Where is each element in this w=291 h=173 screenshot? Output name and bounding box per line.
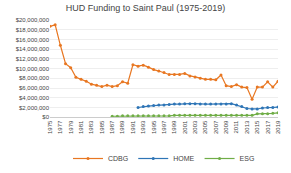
svg-text:HOME: HOME [173, 155, 194, 162]
svg-text:2015: 2015 [254, 120, 260, 134]
svg-text:2005: 2005 [202, 120, 208, 134]
svg-text:2001: 2001 [182, 120, 188, 134]
svg-text:2019: 2019 [275, 120, 281, 134]
svg-text:1987: 1987 [109, 120, 115, 134]
svg-text:1975: 1975 [47, 120, 53, 134]
svg-text:$14,000,000: $14,000,000 [16, 46, 50, 52]
svg-text:$12,000,000: $12,000,000 [16, 56, 50, 62]
svg-text:$20,000,000: $20,000,000 [16, 17, 50, 23]
svg-text:1993: 1993 [140, 120, 146, 134]
svg-text:$2,000,000: $2,000,000 [19, 105, 50, 111]
svg-text:2013: 2013 [244, 120, 250, 134]
svg-text:2007: 2007 [213, 120, 219, 134]
svg-text:$8,000,000: $8,000,000 [19, 75, 50, 81]
svg-text:2009: 2009 [223, 120, 229, 134]
svg-text:HUD Funding to Saint Paul (197: HUD Funding to Saint Paul (1975-2019) [66, 3, 226, 13]
svg-text:$16,000,000: $16,000,000 [16, 37, 50, 43]
svg-text:$0: $0 [42, 114, 49, 120]
svg-text:$6,000,000: $6,000,000 [19, 85, 50, 91]
svg-text:1981: 1981 [78, 120, 84, 134]
svg-text:$18,000,000: $18,000,000 [16, 27, 50, 33]
svg-text:ESG: ESG [240, 155, 255, 162]
svg-text:1977: 1977 [57, 120, 63, 134]
svg-text:2011: 2011 [234, 120, 240, 134]
svg-text:1989: 1989 [120, 120, 126, 134]
svg-text:$10,000,000: $10,000,000 [16, 66, 50, 72]
svg-text:1991: 1991 [130, 120, 136, 134]
svg-text:2003: 2003 [192, 120, 198, 134]
svg-text:1997: 1997 [161, 120, 167, 134]
svg-text:1979: 1979 [68, 120, 74, 134]
svg-text:CDBG: CDBG [108, 155, 128, 162]
svg-text:$4,000,000: $4,000,000 [19, 95, 50, 101]
svg-text:1985: 1985 [99, 120, 105, 134]
svg-text:2017: 2017 [265, 120, 271, 134]
svg-text:1995: 1995 [151, 120, 157, 134]
svg-text:1983: 1983 [88, 120, 94, 134]
svg-text:1999: 1999 [171, 120, 177, 134]
